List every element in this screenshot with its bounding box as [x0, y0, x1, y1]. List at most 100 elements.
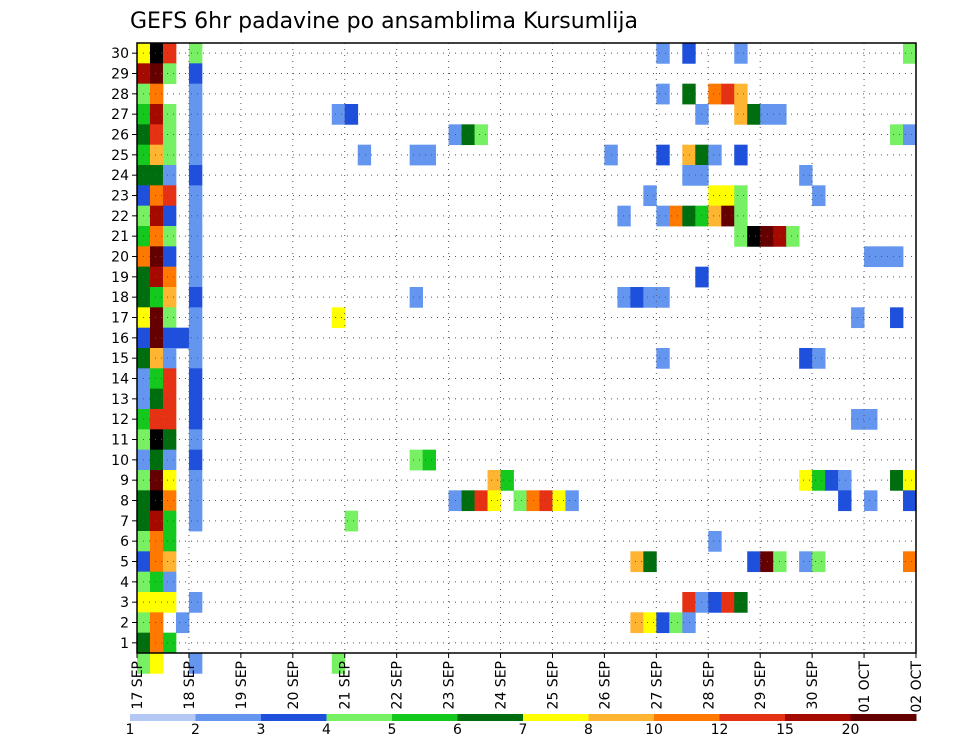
heatmap-cell [162, 368, 177, 390]
heatmap-cell [188, 388, 203, 410]
heatmap-cell [162, 43, 177, 64]
heatmap-cell [682, 83, 696, 105]
x-tick-label: 29 SEP [753, 661, 769, 709]
x-tick-label: 24 SEP [494, 661, 510, 709]
x-tick-label: 18 SEP [182, 661, 198, 709]
heatmap-cell [721, 592, 735, 613]
heatmap-cell [734, 43, 748, 64]
colorbar-segment [261, 714, 327, 721]
colorbar-label: 15 [776, 722, 794, 738]
heatmap-cell [513, 490, 527, 512]
plot-frame [136, 42, 917, 654]
heatmap-cell [149, 612, 164, 634]
heatmap-cell [422, 144, 437, 166]
heatmap-cell [669, 612, 683, 634]
heatmap-cell [903, 470, 917, 491]
heatmap-cell [734, 226, 748, 247]
heatmap-cell [682, 205, 696, 227]
heatmap-cell [149, 185, 164, 207]
heatmap-cell [721, 205, 735, 227]
heatmap-cell [669, 205, 683, 227]
heatmap-cell [149, 205, 164, 227]
heatmap-cell [162, 449, 177, 471]
heatmap-cell [149, 327, 164, 349]
heatmap-cell [149, 388, 164, 410]
heatmap-cell [188, 429, 203, 451]
colorbar-segment [719, 714, 786, 721]
heatmap-cell [188, 205, 203, 227]
colorbar-label: 5 [388, 722, 397, 738]
heatmap-cell [149, 63, 164, 85]
heatmap-cell [188, 63, 203, 85]
heatmap-cell [188, 104, 203, 125]
heatmap-cell [162, 327, 177, 349]
x-tick-label: 23 SEP [442, 661, 458, 709]
heatmap-cell [461, 124, 475, 146]
heatmap-cell [149, 531, 164, 552]
x-tick-label: 02 OCT [909, 661, 925, 713]
heatmap-cell [903, 124, 917, 146]
heatmap-cell [864, 246, 878, 268]
heatmap-cell [643, 287, 657, 308]
heatmap-cell [682, 612, 696, 634]
heatmap-cell [188, 246, 203, 268]
heatmap-cell [162, 409, 177, 430]
y-tick-label: 19 [111, 270, 129, 286]
y-tick-label: 4 [120, 575, 129, 591]
y-tick-label: 18 [111, 290, 129, 306]
heatmap-cell [188, 510, 203, 532]
heatmap-cell [799, 470, 813, 491]
heatmap-cell [149, 104, 164, 125]
heatmap-cell [162, 388, 177, 410]
colorbar-segment [130, 714, 196, 721]
heatmap-cell [890, 246, 904, 268]
heatmap-cell [656, 348, 670, 369]
colorbar-segment [785, 714, 851, 721]
heatmap-cell [188, 470, 203, 491]
y-tick-label: 20 [111, 250, 129, 266]
heatmap-cell [812, 551, 826, 573]
heatmap-cell [617, 205, 631, 227]
heatmap-cell [539, 490, 553, 512]
heatmap-cell [708, 205, 722, 227]
heatmap-cell [890, 124, 904, 146]
heatmap-cell [162, 632, 177, 654]
heatmap-cell [149, 470, 164, 491]
heatmap-cell [162, 307, 177, 329]
heatmap-cell [734, 185, 748, 207]
heatmap-cell [162, 510, 177, 532]
heatmap-cell [409, 449, 424, 471]
y-tick-label: 7 [120, 514, 129, 530]
y-tick-label: 6 [120, 534, 129, 550]
heatmap-cell [812, 348, 826, 369]
heatmap-cell [149, 287, 164, 308]
y-tick-label: 21 [111, 229, 129, 245]
heatmap-cell [552, 490, 566, 512]
heatmap-cell [162, 266, 177, 288]
heatmap-cell [149, 246, 164, 268]
heatmap-cell [825, 470, 839, 491]
heatmap-cell [487, 490, 501, 512]
colorbar-segment [654, 714, 720, 721]
heatmap-cell [812, 185, 826, 207]
heatmap-cell [877, 246, 891, 268]
heatmap-cell [903, 43, 917, 64]
heatmap-cell [149, 449, 164, 471]
heatmap-cell [656, 144, 670, 166]
y-tick-label: 10 [111, 453, 129, 469]
heatmap-cell [149, 83, 164, 105]
heatmap-cell [617, 287, 631, 308]
heatmap-cell [149, 43, 164, 64]
x-tick-label: 19 SEP [234, 661, 250, 709]
heatmap-cell [149, 632, 164, 654]
heatmap-cell [838, 490, 852, 512]
colorbar-label: 6 [453, 722, 462, 738]
heatmap-cell [812, 470, 826, 491]
heatmap-cell [656, 43, 670, 64]
heatmap-cell [188, 266, 203, 288]
heatmap-cell [682, 144, 696, 166]
heatmap-cell [331, 653, 346, 674]
heatmap-cell [162, 185, 177, 207]
y-tick-label: 29 [111, 67, 129, 83]
heatmap-cell [149, 307, 164, 329]
